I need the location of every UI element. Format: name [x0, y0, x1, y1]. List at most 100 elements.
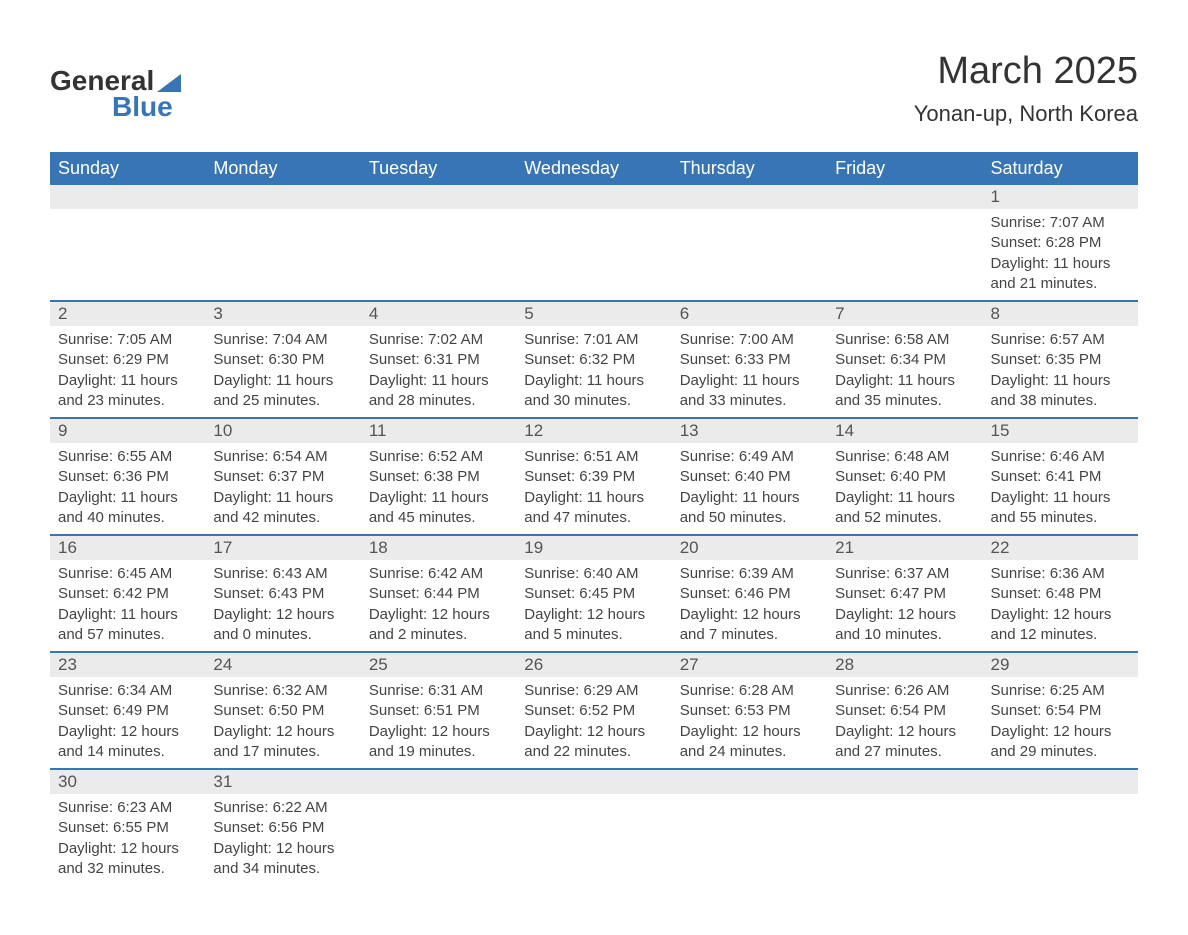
day-cell: 31Sunrise: 6:22 AMSunset: 6:56 PMDayligh… — [205, 769, 360, 885]
daylight-text-2: and 52 minutes. — [835, 508, 974, 528]
daylight-text-1: Daylight: 12 hours — [213, 722, 352, 742]
sunset-text: Sunset: 6:45 PM — [524, 584, 663, 604]
daylight-text-2: and 14 minutes. — [58, 742, 197, 762]
day-cell: 13Sunrise: 6:49 AMSunset: 6:40 PMDayligh… — [672, 418, 827, 535]
day-cell: 20Sunrise: 6:39 AMSunset: 6:46 PMDayligh… — [672, 535, 827, 652]
empty-day-content — [672, 209, 827, 289]
daylight-text-1: Daylight: 11 hours — [524, 371, 663, 391]
day-number: 25 — [361, 653, 516, 677]
empty-day-content — [827, 209, 982, 289]
week-row: 1Sunrise: 7:07 AMSunset: 6:28 PMDaylight… — [50, 185, 1138, 301]
daylight-text-1: Daylight: 11 hours — [213, 371, 352, 391]
calendar-table: Sunday Monday Tuesday Wednesday Thursday… — [50, 152, 1138, 885]
day-content: Sunrise: 6:25 AMSunset: 6:54 PMDaylight:… — [983, 677, 1138, 768]
sunset-text: Sunset: 6:31 PM — [369, 350, 508, 370]
day-cell — [516, 769, 671, 885]
sunset-text: Sunset: 6:46 PM — [680, 584, 819, 604]
sunrise-text: Sunrise: 6:26 AM — [835, 681, 974, 701]
day-cell — [361, 185, 516, 301]
daylight-text-2: and 40 minutes. — [58, 508, 197, 528]
sunrise-text: Sunrise: 6:36 AM — [991, 564, 1130, 584]
day-cell: 14Sunrise: 6:48 AMSunset: 6:40 PMDayligh… — [827, 418, 982, 535]
daylight-text-1: Daylight: 11 hours — [58, 488, 197, 508]
daylight-text-1: Daylight: 11 hours — [213, 488, 352, 508]
day-cell: 28Sunrise: 6:26 AMSunset: 6:54 PMDayligh… — [827, 652, 982, 769]
day-number: 2 — [50, 302, 205, 326]
sunset-text: Sunset: 6:35 PM — [991, 350, 1130, 370]
daylight-text-2: and 38 minutes. — [991, 391, 1130, 411]
sunset-text: Sunset: 6:50 PM — [213, 701, 352, 721]
day-number: 19 — [516, 536, 671, 560]
day-cell: 11Sunrise: 6:52 AMSunset: 6:38 PMDayligh… — [361, 418, 516, 535]
sunrise-text: Sunrise: 6:57 AM — [991, 330, 1130, 350]
sunset-text: Sunset: 6:33 PM — [680, 350, 819, 370]
day-cell — [672, 185, 827, 301]
sunset-text: Sunset: 6:55 PM — [58, 818, 197, 838]
daylight-text-1: Daylight: 11 hours — [835, 371, 974, 391]
sunset-text: Sunset: 6:43 PM — [213, 584, 352, 604]
daylight-text-1: Daylight: 12 hours — [524, 722, 663, 742]
empty-day-number — [361, 770, 516, 794]
daylight-text-2: and 45 minutes. — [369, 508, 508, 528]
sunset-text: Sunset: 6:38 PM — [369, 467, 508, 487]
day-header-sunday: Sunday — [50, 152, 205, 185]
empty-day-content — [361, 209, 516, 289]
empty-day-number — [672, 185, 827, 209]
empty-day-number — [516, 770, 671, 794]
day-cell — [50, 185, 205, 301]
sunset-text: Sunset: 6:40 PM — [835, 467, 974, 487]
day-content: Sunrise: 7:05 AMSunset: 6:29 PMDaylight:… — [50, 326, 205, 417]
logo-triangle-icon — [157, 74, 181, 92]
sunrise-text: Sunrise: 7:05 AM — [58, 330, 197, 350]
day-cell: 26Sunrise: 6:29 AMSunset: 6:52 PMDayligh… — [516, 652, 671, 769]
day-number: 17 — [205, 536, 360, 560]
day-number: 12 — [516, 419, 671, 443]
week-row: 23Sunrise: 6:34 AMSunset: 6:49 PMDayligh… — [50, 652, 1138, 769]
daylight-text-2: and 29 minutes. — [991, 742, 1130, 762]
day-number: 27 — [672, 653, 827, 677]
empty-day-number — [983, 770, 1138, 794]
day-content: Sunrise: 6:40 AMSunset: 6:45 PMDaylight:… — [516, 560, 671, 651]
location-text: Yonan-up, North Korea — [914, 101, 1138, 127]
daylight-text-2: and 19 minutes. — [369, 742, 508, 762]
sunrise-text: Sunrise: 6:46 AM — [991, 447, 1130, 467]
daylight-text-1: Daylight: 11 hours — [369, 371, 508, 391]
day-number: 18 — [361, 536, 516, 560]
daylight-text-2: and 0 minutes. — [213, 625, 352, 645]
daylight-text-1: Daylight: 12 hours — [58, 722, 197, 742]
day-cell: 30Sunrise: 6:23 AMSunset: 6:55 PMDayligh… — [50, 769, 205, 885]
sunrise-text: Sunrise: 7:00 AM — [680, 330, 819, 350]
day-content: Sunrise: 6:23 AMSunset: 6:55 PMDaylight:… — [50, 794, 205, 885]
sunset-text: Sunset: 6:39 PM — [524, 467, 663, 487]
day-content: Sunrise: 7:04 AMSunset: 6:30 PMDaylight:… — [205, 326, 360, 417]
sunrise-text: Sunrise: 6:28 AM — [680, 681, 819, 701]
day-number: 16 — [50, 536, 205, 560]
sunset-text: Sunset: 6:49 PM — [58, 701, 197, 721]
daylight-text-2: and 25 minutes. — [213, 391, 352, 411]
daylight-text-2: and 27 minutes. — [835, 742, 974, 762]
day-content: Sunrise: 6:22 AMSunset: 6:56 PMDaylight:… — [205, 794, 360, 885]
daylight-text-1: Daylight: 12 hours — [991, 722, 1130, 742]
day-content: Sunrise: 6:28 AMSunset: 6:53 PMDaylight:… — [672, 677, 827, 768]
daylight-text-2: and 17 minutes. — [213, 742, 352, 762]
day-number: 28 — [827, 653, 982, 677]
sunrise-text: Sunrise: 6:55 AM — [58, 447, 197, 467]
sunset-text: Sunset: 6:47 PM — [835, 584, 974, 604]
sunset-text: Sunset: 6:30 PM — [213, 350, 352, 370]
day-header-row: Sunday Monday Tuesday Wednesday Thursday… — [50, 152, 1138, 185]
day-cell: 25Sunrise: 6:31 AMSunset: 6:51 PMDayligh… — [361, 652, 516, 769]
day-cell: 29Sunrise: 6:25 AMSunset: 6:54 PMDayligh… — [983, 652, 1138, 769]
day-cell: 2Sunrise: 7:05 AMSunset: 6:29 PMDaylight… — [50, 301, 205, 418]
sunrise-text: Sunrise: 7:04 AM — [213, 330, 352, 350]
daylight-text-1: Daylight: 12 hours — [213, 605, 352, 625]
day-cell: 9Sunrise: 6:55 AMSunset: 6:36 PMDaylight… — [50, 418, 205, 535]
daylight-text-1: Daylight: 11 hours — [991, 371, 1130, 391]
day-cell: 15Sunrise: 6:46 AMSunset: 6:41 PMDayligh… — [983, 418, 1138, 535]
day-number: 10 — [205, 419, 360, 443]
day-cell: 23Sunrise: 6:34 AMSunset: 6:49 PMDayligh… — [50, 652, 205, 769]
day-number: 14 — [827, 419, 982, 443]
day-content: Sunrise: 7:00 AMSunset: 6:33 PMDaylight:… — [672, 326, 827, 417]
daylight-text-2: and 22 minutes. — [524, 742, 663, 762]
sunrise-text: Sunrise: 6:51 AM — [524, 447, 663, 467]
day-cell: 8Sunrise: 6:57 AMSunset: 6:35 PMDaylight… — [983, 301, 1138, 418]
